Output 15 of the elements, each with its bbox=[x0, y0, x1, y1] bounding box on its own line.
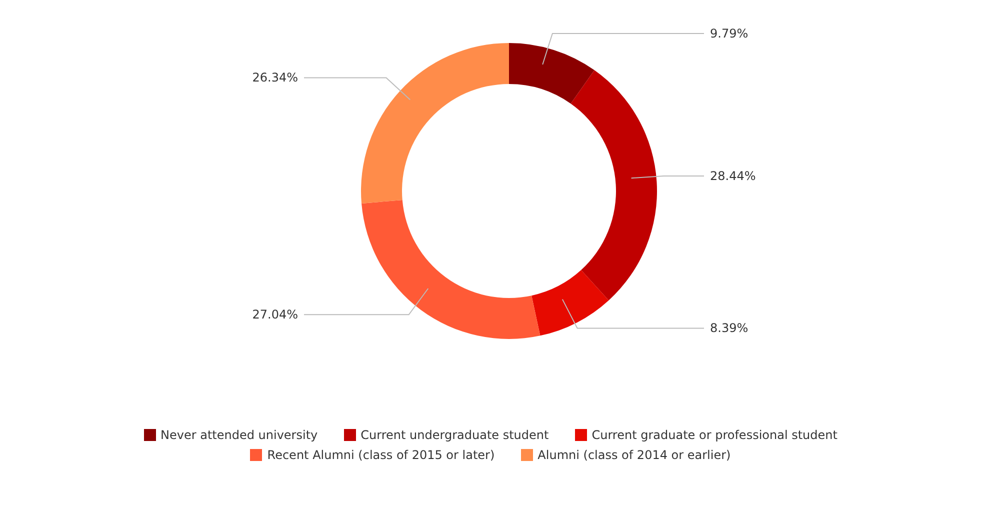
data-label: 28.44% bbox=[710, 169, 756, 184]
data-label: 26.34% bbox=[252, 70, 298, 85]
donut-slice bbox=[361, 43, 509, 204]
donut-slice bbox=[532, 270, 609, 336]
donut-slice bbox=[509, 43, 594, 104]
donut-slice bbox=[362, 200, 540, 339]
legend-label: Alumni (class of 2014 or earlier) bbox=[538, 448, 731, 462]
data-label: 9.79% bbox=[710, 26, 748, 41]
legend-label: Never attended university bbox=[160, 428, 318, 442]
legend-label: Current graduate or professional student bbox=[592, 428, 838, 442]
data-label: 8.39% bbox=[710, 321, 748, 336]
legend-label: Recent Alumni (class of 2015 or later) bbox=[267, 448, 495, 462]
donut-slice bbox=[570, 70, 657, 300]
legend-label: Current undergraduate student bbox=[360, 428, 549, 442]
data-label: 27.04% bbox=[252, 308, 298, 322]
